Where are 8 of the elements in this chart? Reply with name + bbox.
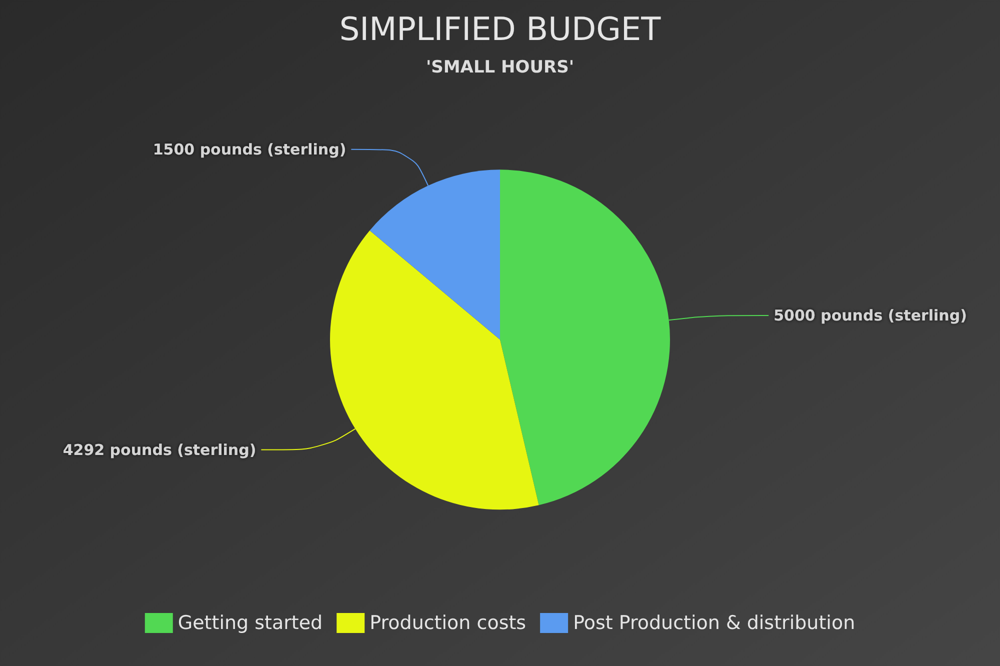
data-label: 1500 pounds (sterling) [152, 140, 346, 158]
data-label: 5000 pounds (sterling) [774, 306, 967, 325]
legend-label: Production costs [370, 612, 526, 634]
legend-label: Getting started [178, 612, 323, 634]
data-label: 4292 pounds (sterling) [62, 440, 256, 459]
chart-subtitle: 'SMALL HOURS' [426, 58, 574, 78]
chart-title: SIMPLIFIED BUDGET [339, 10, 662, 48]
legend-label: Post Production & distribution [573, 612, 856, 634]
